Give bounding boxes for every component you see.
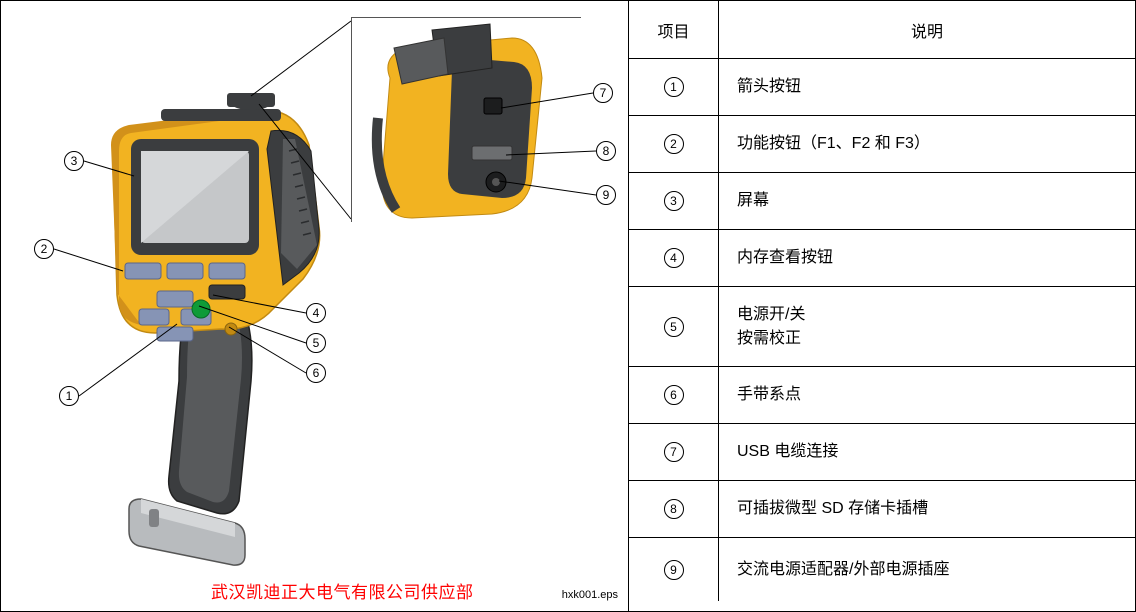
table-row: 1 箭头按钮 <box>629 59 1135 116</box>
circled-number-icon: 9 <box>664 560 684 580</box>
row-desc-cell: USB 电缆连接 <box>719 424 1135 480</box>
legend-table: 项目 说明 1 箭头按钮 2 功能按钮（F1、F2 和 F3） 3 屏幕 4 内存查看按钮 5 电… <box>629 1 1135 611</box>
circled-number-icon: 8 <box>664 499 684 519</box>
row-item-cell: 3 <box>629 173 719 229</box>
callout-bubble: 3 <box>64 151 84 171</box>
callout-bubble: 4 <box>306 303 326 323</box>
callout-bubble: 9 <box>596 185 616 205</box>
callout-bubble: 2 <box>34 239 54 259</box>
row-desc-cell: 功能按钮（F1、F2 和 F3） <box>719 116 1135 172</box>
circled-number-icon: 2 <box>664 134 684 154</box>
row-desc-cell: 屏幕 <box>719 173 1135 229</box>
circled-number-icon: 5 <box>664 317 684 337</box>
inset-detail-frame <box>351 17 581 222</box>
row-desc-cell: 手带系点 <box>719 367 1135 423</box>
row-desc-cell: 可插拔微型 SD 存储卡插槽 <box>719 481 1135 537</box>
row-item-cell: 2 <box>629 116 719 172</box>
diagram-panel: 1 2 3 4 5 6 7 8 9 武汉凯迪正大电气有限公司供应部 hxk001.eps <box>1 1 629 611</box>
table-row: 8 可插拔微型 SD 存储卡插槽 <box>629 481 1135 538</box>
watermark-text: 武汉凯迪正大电气有限公司供应部 <box>211 578 474 603</box>
circled-number-icon: 6 <box>664 385 684 405</box>
callout-bubble: 8 <box>596 141 616 161</box>
callout-bubble: 6 <box>306 363 326 383</box>
table-row: 6 手带系点 <box>629 367 1135 424</box>
row-item-cell: 6 <box>629 367 719 423</box>
row-item-cell: 1 <box>629 59 719 115</box>
header-item-col: 项目 <box>629 1 719 58</box>
row-desc-cell: 箭头按钮 <box>719 59 1135 115</box>
row-item-cell: 4 <box>629 230 719 286</box>
circled-number-icon: 4 <box>664 248 684 268</box>
row-item-cell: 9 <box>629 538 719 601</box>
table-row: 7 USB 电缆连接 <box>629 424 1135 481</box>
inset-illustration <box>352 18 582 223</box>
table-row: 5 电源开/关 按需校正 <box>629 287 1135 367</box>
circled-number-icon: 3 <box>664 191 684 211</box>
row-item-cell: 5 <box>629 287 719 366</box>
table-row: 9 交流电源适配器/外部电源插座 <box>629 538 1135 601</box>
circled-number-icon: 7 <box>664 442 684 462</box>
row-desc-cell: 电源开/关 按需校正 <box>719 287 1135 366</box>
row-item-cell: 7 <box>629 424 719 480</box>
table-row: 3 屏幕 <box>629 173 1135 230</box>
row-desc-cell: 内存查看按钮 <box>719 230 1135 286</box>
callout-bubble: 5 <box>306 333 326 353</box>
callout-bubble: 1 <box>59 386 79 406</box>
table-row: 4 内存查看按钮 <box>629 230 1135 287</box>
callout-bubble: 7 <box>593 83 613 103</box>
table-row: 2 功能按钮（F1、F2 和 F3） <box>629 116 1135 173</box>
row-desc-cell: 交流电源适配器/外部电源插座 <box>719 538 1135 601</box>
table-header-row: 项目 说明 <box>629 1 1135 59</box>
header-desc-col: 说明 <box>719 1 1135 58</box>
row-item-cell: 8 <box>629 481 719 537</box>
circled-number-icon: 1 <box>664 77 684 97</box>
filename-label: hxk001.eps <box>562 589 618 601</box>
